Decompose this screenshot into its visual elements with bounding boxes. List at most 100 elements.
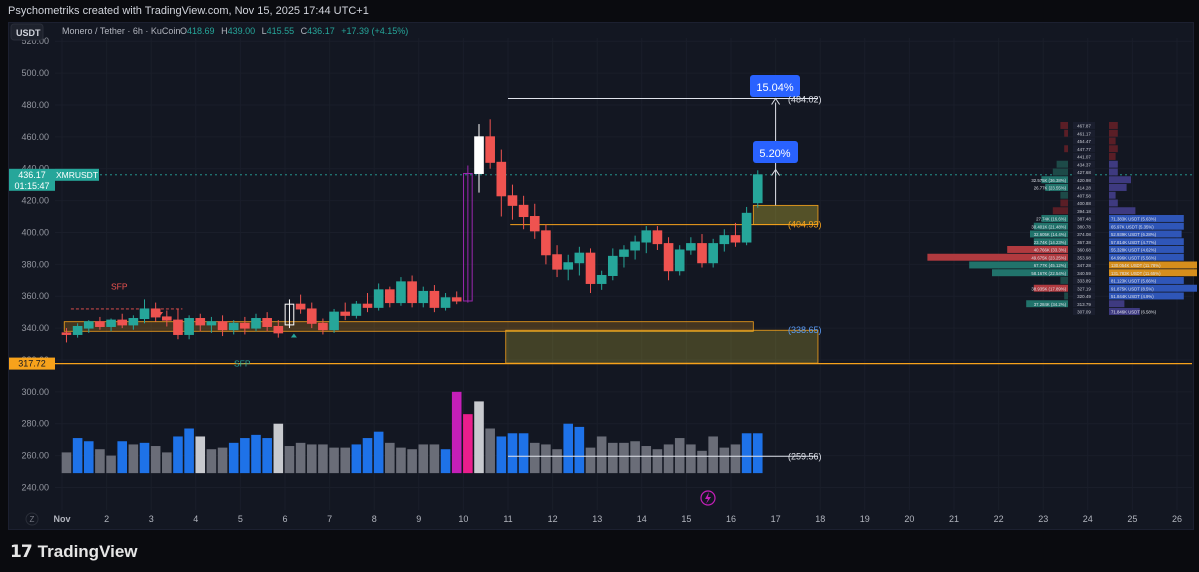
timezone-button [25, 512, 39, 526]
y-tick-label: 520.00 [21, 36, 49, 46]
volume-bar [95, 449, 105, 474]
volume-bar [563, 423, 574, 474]
candle-body [697, 243, 707, 264]
volume-bar [228, 442, 239, 474]
volume-bar [608, 442, 618, 474]
book-price-cell [1073, 253, 1095, 261]
candle-body [529, 216, 540, 232]
volume-bar [206, 449, 217, 474]
candle-body [217, 321, 228, 331]
book-ask-bar [1109, 122, 1118, 129]
book-ask-label: 81.123K USDT (5.66%) [1111, 279, 1157, 284]
y-tick-label: 300.00 [21, 387, 49, 397]
y-tick-label: 420.00 [21, 196, 49, 206]
book-ask-bar [1109, 176, 1131, 184]
x-tick-label: 24 [1083, 514, 1093, 524]
candle-body [507, 195, 518, 206]
candle-body [563, 262, 574, 270]
candle-body [552, 254, 562, 270]
book-price-cell [1073, 191, 1095, 199]
volume-bar [251, 434, 261, 474]
candle-body [117, 319, 128, 326]
book-bid-bar [1033, 238, 1068, 246]
y-tick-label: 440.00 [21, 164, 49, 174]
book-bid-bar [1052, 168, 1068, 176]
book-bid-bar [1064, 292, 1068, 300]
book-ask-bar [1109, 153, 1116, 160]
candle-body [128, 318, 139, 326]
x-tick-label: Nov [53, 514, 70, 524]
candle-body [652, 230, 663, 245]
book-ask-label: 55.328K USDT (4.62%) [1111, 248, 1157, 253]
candle-body [262, 318, 272, 327]
book-ask-bar [1109, 230, 1182, 238]
volume-bar [128, 444, 139, 474]
book-price-label: 313.79 [1077, 302, 1091, 307]
book-ask-bar [1109, 160, 1118, 168]
sfp-bottom-label: SFP [234, 359, 251, 369]
book-bid-bar [1060, 122, 1068, 129]
volume-bar [396, 447, 406, 474]
candle-body [351, 303, 362, 316]
volume-bars [61, 391, 818, 474]
first-pct-badge: 5.20% [753, 141, 798, 163]
symbol-tag: XMRUSDT [56, 170, 98, 180]
book-price-cell [1073, 292, 1095, 300]
x-tick-label: 15 [681, 514, 691, 524]
candle-body [251, 318, 261, 329]
book-bid-bar [1064, 129, 1068, 137]
volume-bar [529, 442, 540, 474]
attribution-text: Psychometriks created with TradingView.c… [8, 5, 369, 17]
volume-bar [318, 444, 328, 474]
book-ask-label: 130.054K USDT (11.78%) [1111, 263, 1161, 268]
book-bid-label: 26.77K (23.55%) [1034, 186, 1067, 191]
candle-body [451, 297, 462, 302]
currency-button[interactable] [10, 23, 44, 41]
book-price-cell [1073, 261, 1095, 269]
book-price-label: 420.98 [1077, 178, 1091, 183]
book-bid-bar [1030, 230, 1068, 238]
zone-top-label: (404.93) [788, 220, 822, 230]
candle-body [541, 230, 551, 256]
x-tick-label: 13 [592, 514, 602, 524]
volume-bar [195, 436, 206, 474]
y-tick-label: 240.00 [21, 482, 49, 492]
ohlc-line: O418.69 H439.00 L415.55 C436.17 +17.39 (… [180, 26, 408, 36]
book-price-label: 414.28 [1077, 186, 1091, 191]
book-bid-bar [927, 253, 1068, 261]
overlays [157, 97, 818, 338]
candle-body [273, 325, 284, 334]
book-price-cell [1073, 153, 1095, 160]
target-arrow-head [771, 97, 781, 105]
book-price-label: 427.68 [1077, 170, 1091, 175]
lightning-icon[interactable] [700, 490, 716, 506]
book-ask-bar [1109, 215, 1184, 222]
book-bid-bar [1033, 284, 1068, 292]
book-ask-bar [1109, 145, 1118, 153]
book-price-cell [1073, 230, 1095, 238]
y-tick-label: 260.00 [21, 451, 49, 461]
candle-body [708, 243, 718, 264]
x-tick-label: 14 [637, 514, 647, 524]
volume-bar [139, 442, 150, 474]
candle-body [284, 303, 295, 326]
ohlc-c-value: 436.17 [307, 26, 335, 36]
book-bid-label: 67.77K (45.12%) [1034, 263, 1067, 268]
book-price-cell [1073, 222, 1095, 230]
volume-bar [150, 446, 161, 474]
book-bid-bar [1060, 191, 1068, 199]
candle-body [95, 321, 105, 327]
book-bid-bar [1007, 246, 1068, 253]
volume-bar [474, 401, 484, 474]
book-bid-bar [1060, 199, 1068, 207]
x-tick-label: 22 [994, 514, 1004, 524]
volume-bar [306, 444, 317, 474]
volume-bar [240, 438, 250, 474]
attribution-bar: Psychometriks created with TradingView.c… [0, 0, 1199, 22]
candle-body [574, 252, 585, 264]
book-price-label: 333.89 [1077, 279, 1091, 284]
book-ask-label: 65.97K USDT (5.35%) [1111, 224, 1154, 229]
sfp-top-label: SFP [111, 282, 128, 292]
book-price-label: 461.17 [1077, 131, 1091, 136]
